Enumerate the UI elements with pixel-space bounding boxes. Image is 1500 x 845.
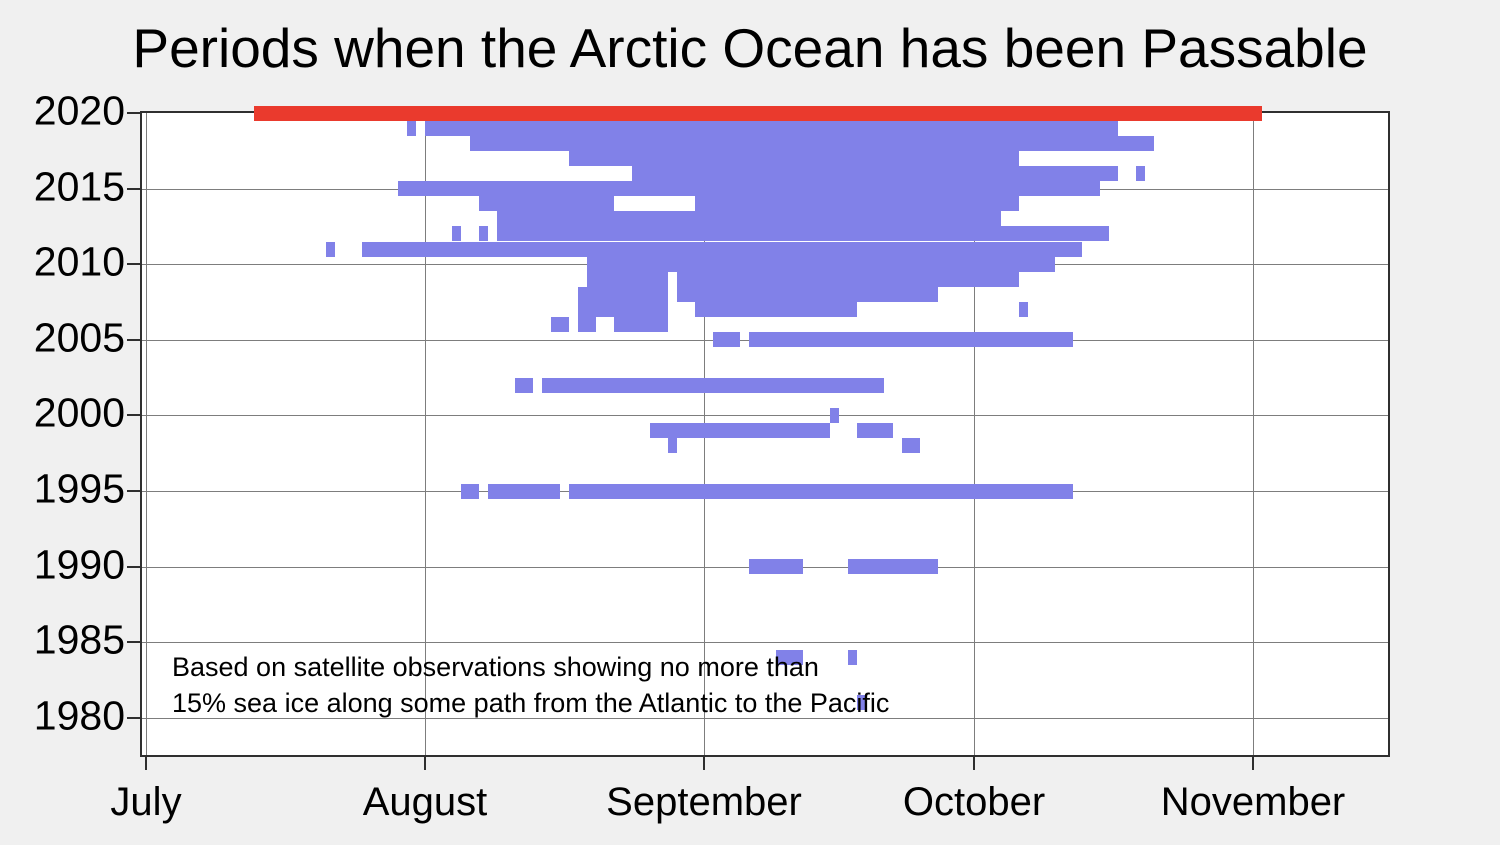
passable-period-bar-2005 (749, 332, 1073, 348)
passable-period-bar-2019 (407, 120, 416, 136)
passable-period-bar-2009 (587, 271, 668, 287)
passable-period-bar-2011 (362, 241, 1082, 257)
gridline-month-october (974, 113, 975, 755)
passable-period-bar-1984 (776, 649, 803, 665)
passable-period-bar-2019 (425, 120, 1118, 136)
x-axis-tick-october (973, 757, 975, 770)
passable-period-bar-1984 (848, 649, 857, 665)
annotation-note: Based on satellite observations showing … (172, 649, 889, 721)
passable-period-bar-2018 (470, 135, 1154, 151)
passable-period-bar-2006 (614, 317, 668, 333)
y-axis-tick-2010 (127, 263, 140, 266)
annotation-line-1: Based on satellite observations showing … (172, 652, 819, 682)
x-axis-label-july: July (110, 780, 182, 824)
gridline-month-november (1253, 113, 1254, 755)
passable-period-bar-1998 (668, 438, 677, 454)
passable-period-bar-2007 (695, 302, 857, 318)
passable-period-bar-2016 (632, 165, 1118, 181)
y-axis-label-2000: 2000 (33, 390, 125, 437)
y-axis-tick-2005 (127, 338, 140, 341)
x-axis-label-october: October (902, 780, 1046, 824)
x-axis-tick-july (145, 757, 147, 770)
y-axis-label-1990: 1990 (33, 541, 125, 588)
y-axis-label-1980: 1980 (33, 692, 125, 739)
passable-period-bar-1999 (650, 423, 830, 439)
passable-period-bar-1995 (569, 483, 1073, 499)
passable-period-bar-2014 (479, 196, 614, 212)
passable-period-bar-2014 (695, 196, 1019, 212)
x-axis-tick-november (1252, 757, 1254, 770)
passable-period-bar-1998 (902, 438, 920, 454)
x-axis-tick-september (703, 757, 705, 770)
passable-period-bar-2012 (479, 226, 488, 242)
passable-period-bar-2015 (398, 181, 1100, 197)
y-axis-label-2005: 2005 (33, 314, 125, 361)
y-axis-tick-1995 (127, 490, 140, 492)
passable-period-bar-1999 (857, 423, 893, 439)
passable-period-bar-2012 (497, 226, 1109, 242)
passable-period-bar-2016 (1136, 165, 1145, 181)
y-axis-tick-1985 (127, 641, 140, 644)
y-axis-label-2010: 2010 (33, 238, 125, 285)
y-axis-tick-1990 (127, 565, 140, 568)
passable-period-bar-2007 (578, 302, 668, 318)
y-axis-tick-2015 (127, 187, 140, 190)
x-axis-label-september: September (606, 780, 802, 824)
gridline-year-1985 (142, 642, 1388, 644)
passable-period-bar-1995 (488, 483, 560, 499)
passable-period-bar-2006 (578, 317, 596, 333)
y-axis-label-2020: 2020 (33, 87, 125, 134)
x-axis-tick-august (424, 757, 426, 770)
passable-period-bar-2008 (578, 286, 668, 302)
passable-period-bar-2017 (569, 150, 1019, 166)
annotation-line-2: 15% sea ice along some path from the Atl… (172, 688, 890, 718)
gridline-year-2000 (142, 415, 1388, 417)
gridline-month-august (425, 113, 426, 755)
passable-period-bar-1995 (461, 483, 479, 499)
x-axis-label-november: November (1160, 780, 1346, 824)
passable-period-bar-2009 (677, 271, 1019, 287)
passable-period-bar-1990 (848, 559, 938, 575)
passable-period-bar-1981 (857, 695, 866, 711)
y-axis-tick-1980 (127, 716, 140, 719)
passable-period-bar-2006 (551, 317, 569, 333)
current-year-bar-2020 (254, 105, 1262, 121)
gridline-month-july (146, 113, 147, 755)
gridline-year-1980 (142, 717, 1388, 719)
y-axis-label-2015: 2015 (33, 163, 125, 210)
y-axis-label-1985: 1985 (33, 616, 125, 663)
y-axis-tick-2000 (127, 414, 140, 417)
chart-title: Periods when the Arctic Ocean has been P… (132, 17, 1368, 79)
passable-period-bar-2008 (677, 286, 938, 302)
passable-period-bar-2002 (515, 377, 533, 393)
passable-period-bar-2013 (497, 211, 1001, 227)
passable-period-bar-2002 (542, 377, 884, 393)
passable-period-bar-2007 (1019, 302, 1028, 318)
x-axis-label-august: August (362, 780, 488, 824)
passable-period-bar-2000 (830, 407, 839, 423)
passable-period-bar-2010 (587, 256, 1055, 272)
passable-period-bar-2011 (326, 241, 335, 257)
y-axis-label-1995: 1995 (33, 465, 125, 512)
plot-area (140, 105, 1390, 757)
passable-period-bar-2005 (713, 332, 740, 348)
passable-period-bar-2012 (452, 226, 461, 242)
y-axis-tick-2020 (127, 112, 140, 114)
passable-period-bar-1990 (749, 559, 803, 575)
